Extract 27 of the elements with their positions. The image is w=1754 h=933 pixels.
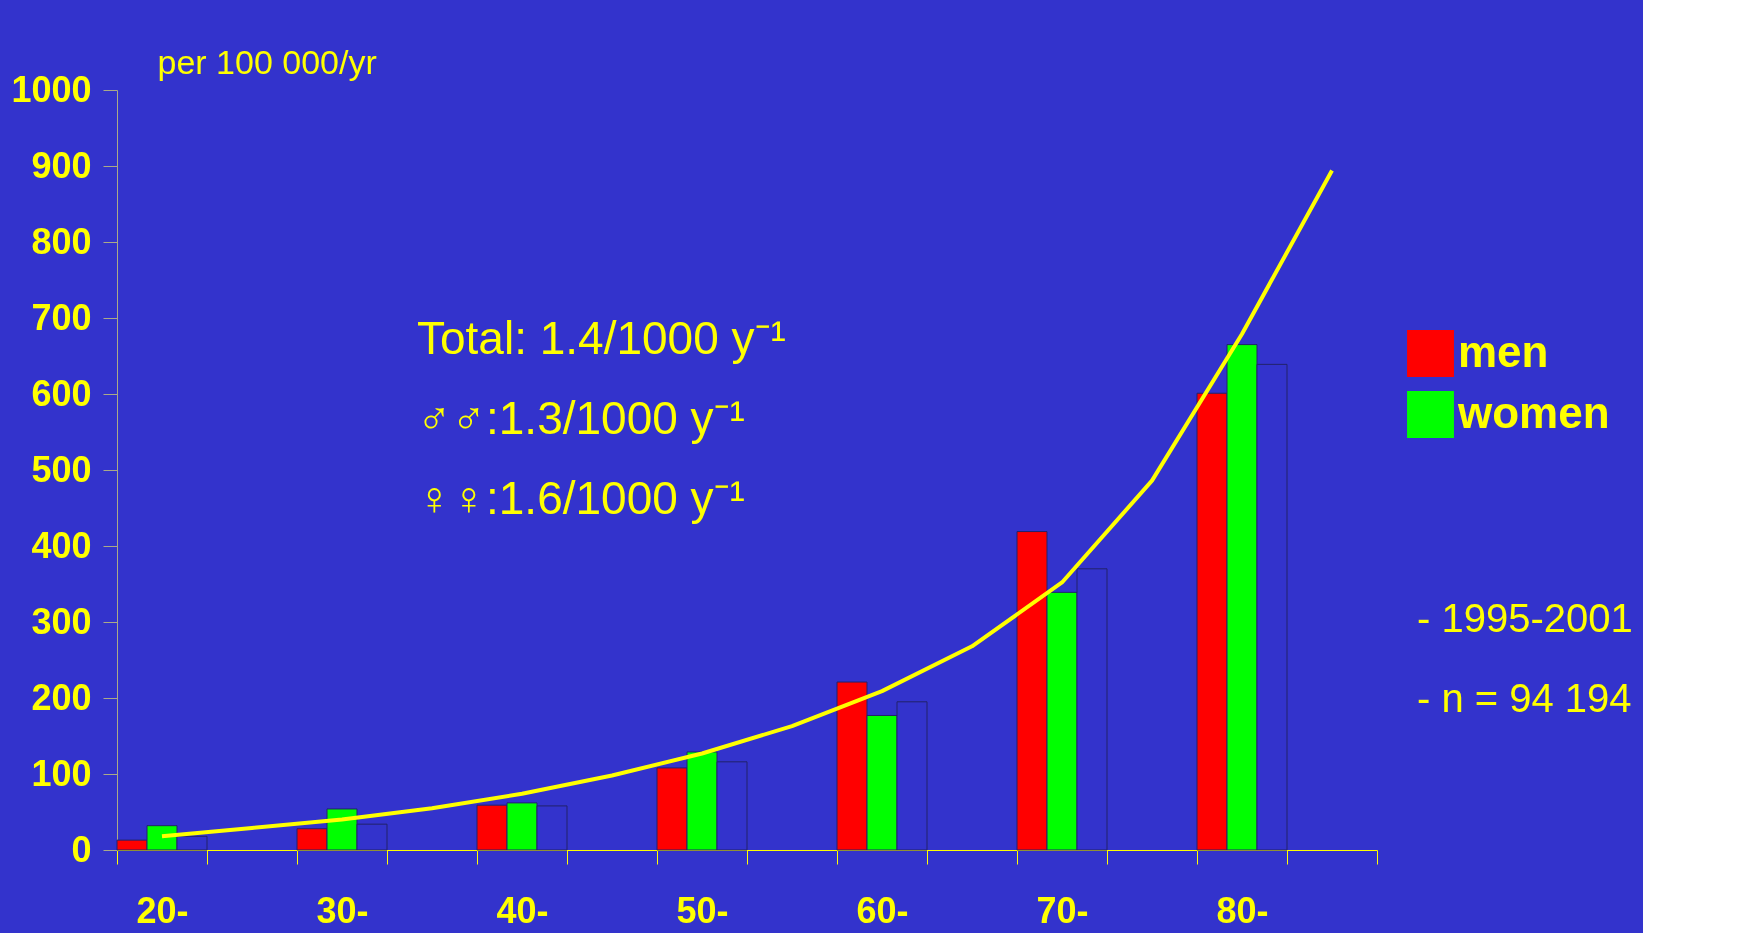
- text: - 1995-2001: [1417, 596, 1633, 640]
- legend-label: men: [1458, 326, 1549, 376]
- y-tick-label: 400: [31, 524, 92, 566]
- x-tick-label: 30-: [316, 889, 369, 931]
- y-tick-label: 300: [31, 600, 92, 642]
- y-tick-label: 1000: [11, 68, 92, 110]
- x-tick-label: 50-: [676, 889, 729, 931]
- y-tick-label: 700: [31, 296, 92, 338]
- y-tick-label: 500: [31, 448, 92, 490]
- x-tick-label: 80-: [1216, 889, 1269, 931]
- x-tick-label: 60-: [856, 889, 909, 931]
- y-tick-label: 800: [31, 220, 92, 262]
- y-tick-label: 900: [31, 144, 92, 186]
- x-tick-label: 20-: [136, 889, 189, 931]
- x-tick-label: 70-: [1036, 889, 1089, 931]
- x-tick-label: 40-: [496, 889, 549, 931]
- legend-label: women: [1457, 387, 1610, 437]
- annotation: ♂♂:1.3/1000 y⁻¹: [417, 392, 745, 444]
- y-tick-label: 200: [31, 676, 92, 718]
- text: - n = 94 194: [1417, 676, 1632, 720]
- annotation: Total: 1.4/1000 y⁻¹: [417, 312, 786, 364]
- y-axis-title: per 100 000/yr: [157, 42, 377, 81]
- y-tick-label: 0: [71, 828, 92, 870]
- y-tick-label: 100: [31, 752, 92, 794]
- line-series: [160, 168, 1334, 839]
- y-tick-label: 600: [31, 372, 92, 414]
- annotation: ♀♀:1.6/1000 y⁻¹: [417, 472, 745, 524]
